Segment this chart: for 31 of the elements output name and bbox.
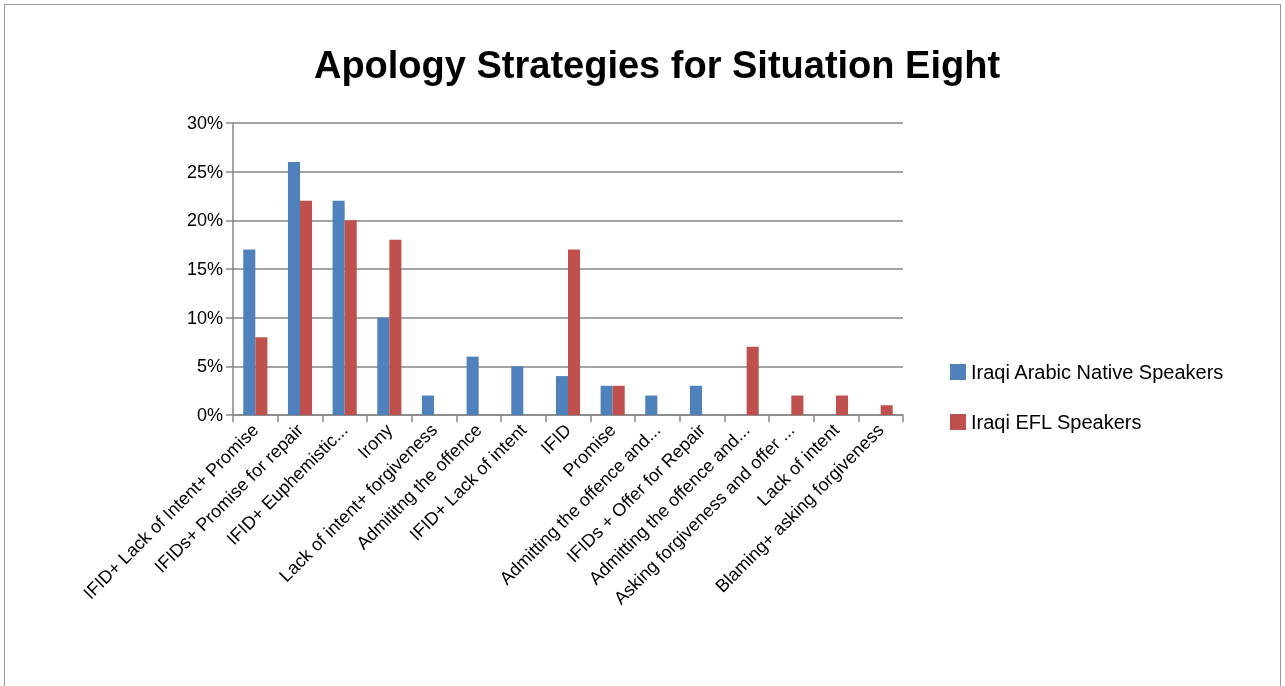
- y-tick-label: 10%: [186, 307, 223, 328]
- bar: [300, 200, 313, 415]
- y-tick-label: 5%: [196, 356, 223, 377]
- y-tick-label: 15%: [186, 259, 223, 279]
- bar: [746, 346, 759, 415]
- bar: [255, 337, 268, 415]
- bar: [612, 385, 625, 415]
- y-tick-label: 0%: [196, 405, 223, 425]
- bar: [421, 395, 434, 415]
- bar: [880, 405, 893, 415]
- legend-label: Iraqi Arabic Native Speakers: [971, 361, 1224, 383]
- bar: [243, 249, 256, 415]
- bar: [511, 366, 524, 415]
- bar: [600, 385, 613, 415]
- bar: [377, 317, 390, 415]
- bar: [287, 161, 300, 415]
- legend-label: Iraqi EFL Speakers: [971, 411, 1142, 433]
- bar: [836, 395, 849, 415]
- bar: [332, 200, 345, 415]
- bar: [555, 376, 568, 415]
- bar: [466, 356, 479, 415]
- y-tick-label: 25%: [186, 161, 223, 182]
- bar: [389, 239, 402, 415]
- bar: [344, 220, 357, 415]
- bar: [568, 249, 581, 415]
- bar: [645, 395, 658, 415]
- bar: [689, 385, 702, 415]
- y-tick-label: 30%: [186, 113, 223, 133]
- bar: [791, 395, 804, 415]
- y-tick-label: 20%: [186, 210, 223, 231]
- chart-title: Apology Strategies for Situation Eight: [313, 44, 1001, 86]
